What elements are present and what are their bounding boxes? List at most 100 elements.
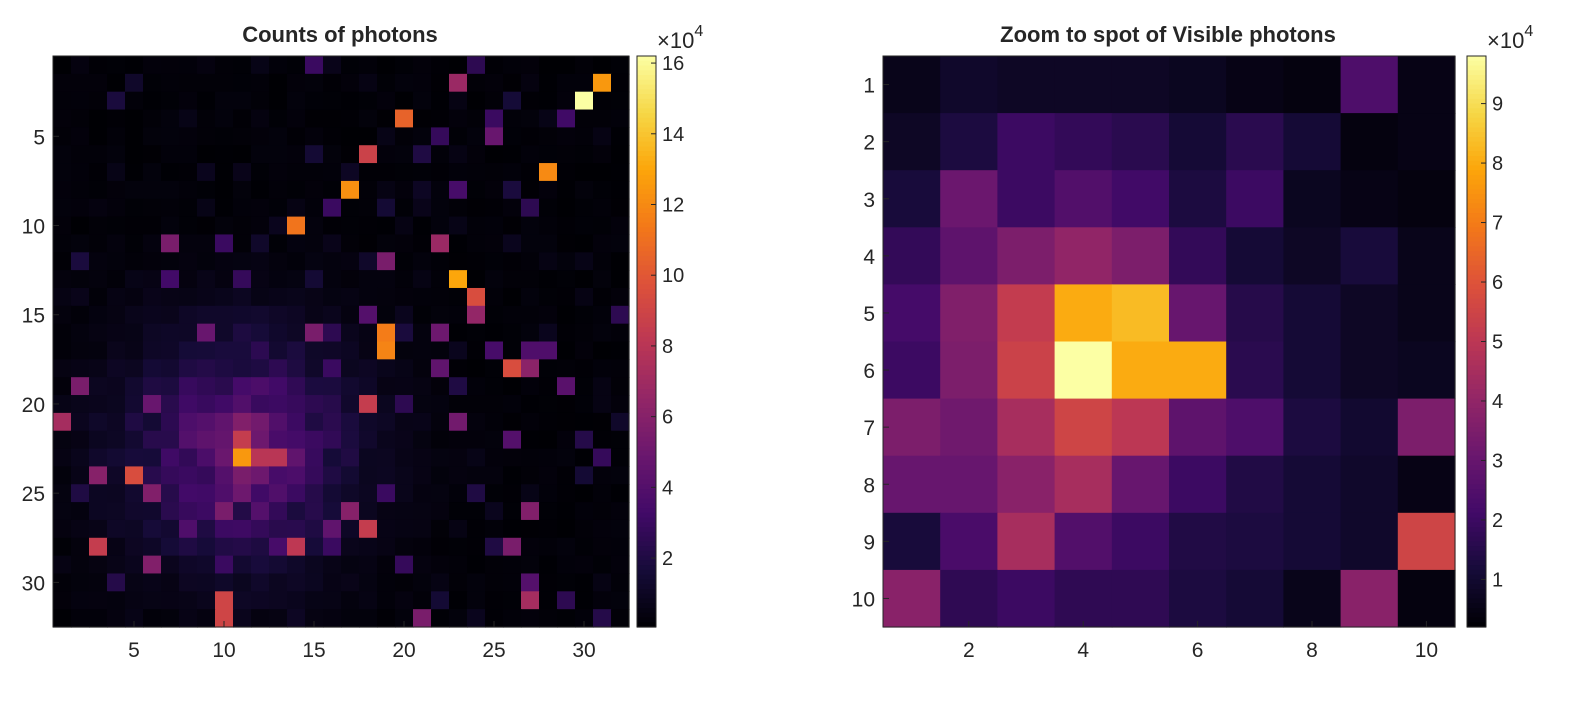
heatmap-cell	[107, 252, 126, 271]
heatmap-cell	[305, 412, 324, 432]
heatmap-cell	[89, 591, 108, 610]
heatmap-cell	[179, 252, 198, 271]
colorbar-segment	[1467, 98, 1486, 105]
heatmap-cell	[197, 216, 216, 236]
colorbar-segment	[637, 598, 656, 604]
colorbar-segment	[1467, 550, 1486, 557]
heatmap-cell	[377, 270, 396, 289]
colorbar-segment	[1467, 151, 1486, 157]
y-tick-label: 30	[22, 572, 45, 595]
heatmap-cell	[593, 145, 612, 164]
heatmap-cell	[377, 56, 396, 75]
heatmap-cell	[395, 430, 414, 450]
colorbar-segment	[1467, 84, 1486, 90]
heatmap-cell	[557, 395, 576, 414]
heatmap-cell	[89, 91, 108, 111]
heatmap-cell	[521, 484, 540, 503]
heatmap-cell	[215, 395, 234, 414]
heatmap-cell	[539, 430, 558, 450]
heatmap-cell	[449, 573, 468, 592]
heatmap-cell	[1226, 284, 1284, 343]
heatmap-cell	[521, 56, 540, 75]
heatmap-cell	[89, 180, 108, 200]
heatmap-cell	[251, 163, 270, 182]
heatmap-cell	[413, 180, 432, 200]
heatmap-cell	[179, 127, 198, 146]
colorbar-segment	[1467, 251, 1486, 257]
heatmap-cell	[269, 270, 288, 289]
heatmap-cell	[503, 555, 522, 575]
heatmap-cell	[125, 180, 144, 200]
heatmap-cell	[143, 145, 162, 164]
heatmap-cell	[251, 287, 270, 307]
heatmap-cell	[125, 56, 144, 75]
heatmap-cell	[107, 537, 126, 557]
heatmap-cell	[359, 323, 378, 343]
heatmap-cell	[215, 412, 234, 432]
heatmap-cell	[197, 519, 216, 539]
heatmap-cell	[323, 127, 342, 146]
heatmap-cell	[359, 234, 378, 253]
heatmap-cell	[233, 270, 252, 289]
colorbar-segment	[637, 170, 656, 176]
heatmap-cell	[359, 198, 378, 218]
heatmap-cell	[341, 484, 360, 503]
heatmap-cell	[503, 198, 522, 218]
heatmap-cell	[539, 270, 558, 289]
colorbar-segment	[1467, 284, 1486, 290]
heatmap-cell	[179, 359, 198, 378]
heatmap-cell	[305, 519, 324, 539]
heatmap-cell	[53, 127, 72, 146]
heatmap-cells-right	[883, 56, 1456, 628]
heatmap-cell	[305, 145, 324, 164]
colorbar-segment	[637, 193, 656, 200]
heatmap-cell	[467, 252, 486, 271]
heatmap-cell	[413, 519, 432, 539]
heatmap-cell	[395, 163, 414, 182]
heatmap-cell	[940, 341, 998, 400]
heatmap-cell	[197, 591, 216, 610]
heatmap-cell	[215, 127, 234, 146]
heatmap-cell	[1397, 512, 1456, 571]
colorbar-segment	[637, 232, 656, 238]
heatmap-cell	[251, 252, 270, 271]
heatmap-cell	[287, 145, 306, 164]
heatmap-cell	[1054, 341, 1113, 400]
heatmap-cell	[611, 287, 630, 307]
heatmap-cell	[53, 270, 72, 289]
heatmap-cell	[233, 252, 252, 271]
colorbar-segment	[1467, 374, 1486, 381]
heatmap-cell	[395, 359, 414, 378]
heatmap-cell	[1169, 113, 1227, 171]
heatmap-cell	[449, 591, 468, 610]
heatmap-cell	[305, 591, 324, 610]
heatmap-cell	[539, 537, 558, 557]
heatmap-cell	[287, 430, 306, 450]
heatmap-cell	[53, 198, 72, 218]
heatmap-cell	[179, 377, 198, 396]
heatmap-cell	[287, 287, 306, 307]
heatmap-cell	[593, 395, 612, 414]
heatmap-cell	[251, 430, 270, 450]
heatmap-cell	[431, 412, 450, 432]
heatmap-cell	[323, 537, 342, 557]
heatmap-cell	[125, 537, 144, 557]
colorbar-tick-label: 3	[1492, 450, 1503, 472]
heatmap-cell	[71, 56, 90, 75]
colorbar-segment	[637, 412, 656, 419]
colorbar-segment	[1467, 612, 1486, 619]
colorbar-segment	[637, 508, 656, 514]
heatmap-cell	[89, 341, 108, 360]
heatmap-cell	[359, 180, 378, 200]
heatmap-cell	[521, 163, 540, 182]
colorbar-segment	[637, 546, 656, 552]
heatmap-cell	[557, 145, 576, 164]
heatmap-cell	[539, 359, 558, 378]
colorbar-segment	[637, 274, 656, 281]
heatmap-cell	[359, 91, 378, 111]
heatmap-cell	[179, 573, 198, 592]
heatmap-cell	[539, 466, 558, 485]
heatmap-cell	[377, 573, 396, 592]
heatmap-cell	[71, 591, 90, 610]
heatmap-cell	[179, 91, 198, 111]
